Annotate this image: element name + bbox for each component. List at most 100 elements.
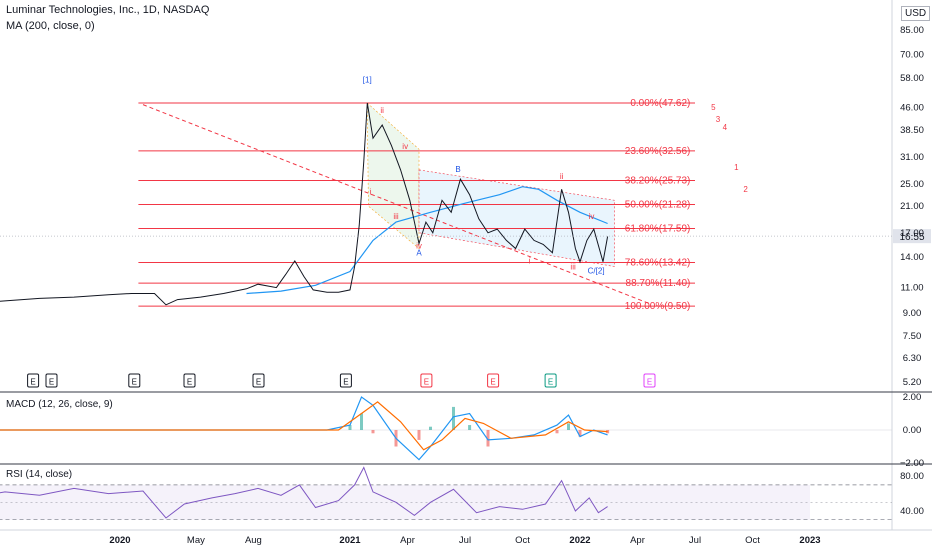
time-axis-tick: 2022 (569, 535, 590, 546)
wave-label: A (416, 248, 422, 257)
earnings-marker (183, 373, 196, 388)
earnings-marker (45, 373, 58, 388)
macd-histogram-bar (555, 430, 559, 434)
time-axis-tick: Apr (630, 535, 645, 546)
macd-histogram-bar (452, 406, 455, 430)
macd-histogram-bar (468, 425, 472, 430)
rsi-title: RSI (14, close) (6, 469, 72, 480)
wave-label: C/[2] (588, 267, 605, 276)
wave-label: iii (570, 263, 576, 272)
time-axis-tick: Aug (245, 535, 262, 546)
rsi-axis-tick: 80.00 (900, 471, 924, 482)
wave-label: [1] (363, 76, 372, 85)
price-axis-tick: 14.00 (900, 252, 924, 263)
earnings-marker-letter: E (424, 378, 429, 387)
wave-label: ii (560, 172, 564, 181)
rsi-band-fill (0, 484, 810, 520)
earnings-marker-letter: E (256, 378, 261, 387)
fib-level-label: 88.70%(11.40) (626, 278, 691, 289)
macd-histogram-bar (348, 425, 352, 430)
wave-label: i (529, 257, 531, 266)
correction-channel (418, 169, 615, 267)
time-axis-tick: Apr (400, 535, 415, 546)
price-axis-tick: 11.00 (900, 283, 923, 294)
fib-level-label: 23.60%(32.56) (625, 146, 691, 157)
fib-level-label: 61.80%(17.59) (625, 223, 691, 234)
earnings-marker (487, 373, 500, 388)
last-price-label: 16.55 (899, 232, 924, 243)
fib-level-label: 0.00%(47.62) (630, 98, 690, 109)
time-axis-tick: Jul (459, 535, 471, 546)
fib-level-label: 100.00%(9.50) (625, 301, 691, 312)
price-axis-tick: 58.00 (900, 73, 924, 84)
earnings-marker-letter: E (647, 378, 652, 387)
macd-histogram-bar (606, 430, 610, 434)
impulse-channel (366, 102, 420, 250)
macd-title: MACD (12, 26, close, 9) (6, 399, 113, 410)
wave-label: iv (416, 242, 422, 251)
wave-label: 1 (734, 163, 739, 172)
price-axis-tick: 17.00 (900, 228, 924, 239)
wave-label: 3 (716, 115, 721, 124)
price-axis-tick: 25.00 (900, 179, 924, 190)
time-axis-tick: Oct (515, 535, 530, 546)
macd-histogram-bar (429, 426, 432, 430)
rsi-line (0, 466, 608, 519)
time-axis-tick: 2021 (339, 535, 361, 546)
time-axis-tick: May (187, 535, 205, 546)
fib-level-label: 38.20%(25.73) (625, 176, 691, 187)
earnings-marker (252, 373, 265, 388)
earnings-marker-letter: E (49, 378, 54, 387)
price-line (0, 102, 609, 306)
macd-histogram-bar (486, 430, 490, 447)
earnings-marker (27, 373, 40, 388)
macd-histogram-bar (567, 423, 570, 430)
wave-label: iii (393, 212, 399, 221)
wave-label: B (455, 165, 460, 174)
macd-histogram-bar (371, 430, 375, 434)
earnings-marker-letter: E (548, 378, 553, 387)
wave-label: i (370, 188, 372, 197)
macd-histogram-bar (578, 430, 582, 437)
rsi-axis-tick: 40.00 (900, 506, 924, 517)
fib-level-label: 50.00%(21.28) (625, 199, 691, 210)
fib-level-label: 78.60%(13.42) (625, 258, 691, 269)
earnings-marker-letter: E (343, 378, 348, 387)
macd-axis-tick: −2.00 (900, 458, 924, 469)
macd-histogram-bar (360, 413, 363, 430)
ma-indicator-label: MA (200, close, 0) (6, 20, 95, 32)
price-axis-tick: 7.50 (903, 331, 922, 342)
earnings-marker-letter: E (490, 378, 495, 387)
time-axis-tick: 2023 (799, 535, 820, 546)
earnings-marker-letter: E (30, 378, 35, 387)
price-axis-tick: 21.00 (900, 201, 924, 212)
price-axis-tick: 6.30 (903, 353, 922, 364)
wave-label: 2 (743, 185, 748, 194)
price-axis-tick: 31.00 (900, 152, 924, 163)
earnings-marker (420, 373, 433, 388)
wave-label: 5 (711, 103, 716, 112)
earnings-marker (128, 373, 141, 388)
earnings-marker-letter: E (187, 378, 192, 387)
macd-line (0, 396, 608, 461)
earnings-marker (339, 373, 352, 388)
macd-histogram-bar (417, 430, 421, 440)
time-axis-tick: Jul (689, 535, 701, 546)
price-axis-tick: 38.50 (900, 125, 924, 136)
price-axis-tick: 70.00 (900, 49, 924, 60)
price-axis-tick: 9.00 (903, 308, 922, 319)
price-axis-tick: 5.20 (903, 377, 922, 388)
wave-label: 4 (723, 123, 728, 132)
earnings-marker-letter: E (132, 378, 137, 387)
last-price-badge-bg (893, 229, 931, 244)
currency-badge[interactable]: USD (901, 6, 931, 21)
signal-line (0, 401, 608, 451)
wave-label: iv (589, 212, 595, 221)
macd-axis-tick: 2.00 (903, 392, 922, 403)
price-axis-tick: 46.00 (900, 102, 924, 113)
wave-label: iv (402, 142, 408, 151)
earnings-marker (544, 373, 557, 388)
chart-title: Luminar Technologies, Inc., 1D, NASDAQ (6, 4, 210, 16)
wave-label: ii (380, 106, 384, 115)
time-axis-tick: 2020 (109, 535, 130, 546)
